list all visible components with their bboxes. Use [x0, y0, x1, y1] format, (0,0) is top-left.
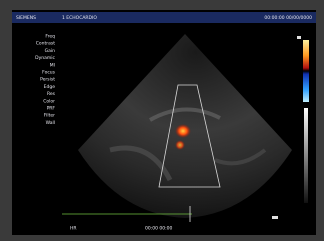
- parameter-label: Persist: [40, 77, 55, 83]
- footer-center: 00:00 00:00: [145, 226, 173, 232]
- parameter-label: Color: [43, 98, 55, 104]
- indicator: [272, 216, 278, 219]
- color-scale: [303, 40, 309, 102]
- gray-scale: [304, 108, 308, 203]
- parameter-label: Contrast: [36, 41, 55, 47]
- parameter-label: Edge: [44, 84, 56, 90]
- ultrasound-screen: SIEMENS 1 ECHOCARDIO 00:00:00 00/00/0000…: [0, 0, 324, 241]
- parameter-label: Res: [47, 91, 56, 97]
- parameter-label: Dynamic: [35, 55, 55, 61]
- parameter-label: Focus: [42, 70, 56, 76]
- parameter-label: Wall: [46, 120, 55, 126]
- brand: SIEMENS: [16, 15, 36, 21]
- parameter-label: Gain: [45, 48, 55, 54]
- parameter-label: PRF: [47, 106, 56, 112]
- probe-marker: [297, 36, 301, 39]
- title: 1 ECHOCARDIO: [62, 15, 97, 21]
- parameter-label: Freq: [45, 34, 55, 40]
- footer-left: HR: [70, 226, 77, 232]
- parameter-label: Filter: [44, 113, 55, 119]
- color-flow: [175, 140, 185, 150]
- color-flow: [175, 124, 191, 138]
- parameter-label: MI: [50, 62, 55, 68]
- datetime: 00:00:00 00/00/0000: [264, 15, 312, 21]
